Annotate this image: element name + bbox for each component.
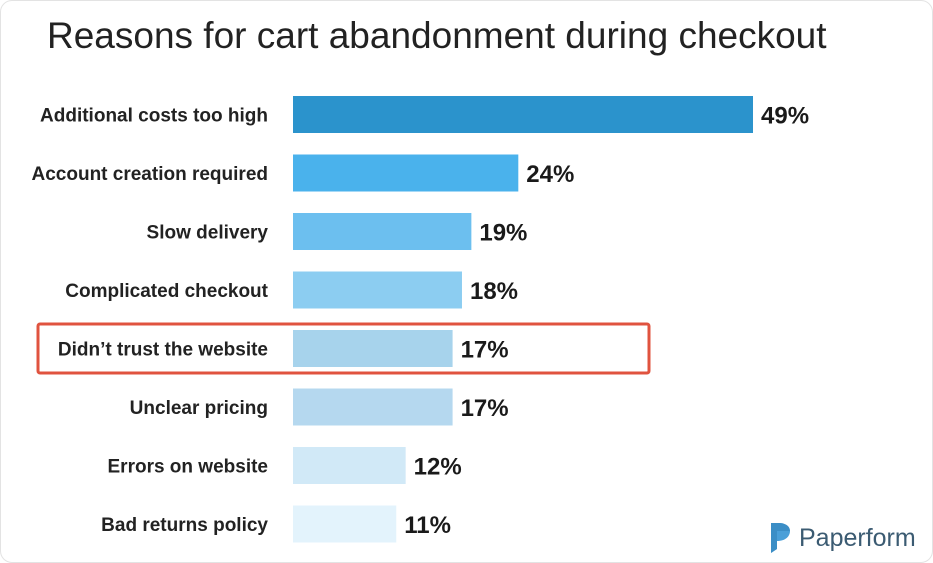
- bar: [293, 330, 453, 367]
- bar: [293, 505, 397, 543]
- category-label: Bad returns policy: [101, 515, 268, 536]
- category-label: Didn’t trust the website: [58, 340, 268, 361]
- bar: [293, 447, 406, 484]
- chart-title: Reasons for cart abandonment during chec…: [47, 15, 827, 56]
- bar: [293, 271, 462, 309]
- bar: [293, 96, 753, 133]
- paperform-logo-icon: [771, 523, 790, 553]
- value-label: 17%: [461, 395, 509, 422]
- value-label: 24%: [526, 161, 574, 188]
- category-label: Complicated checkout: [65, 281, 268, 302]
- value-label: 17%: [461, 337, 509, 364]
- category-label: Unclear pricing: [130, 398, 268, 419]
- bar: [293, 213, 472, 250]
- category-label: Additional costs too high: [40, 106, 268, 127]
- bar: [293, 388, 453, 426]
- value-label: 11%: [404, 512, 451, 539]
- category-label: Errors on website: [108, 457, 269, 478]
- paperform-logo: Paperform: [769, 521, 916, 555]
- value-label: 12%: [414, 454, 462, 481]
- highlight-box: [36, 322, 651, 375]
- category-label: Account creation required: [32, 164, 269, 185]
- value-label: 49%: [761, 103, 809, 130]
- value-label: 18%: [470, 278, 518, 305]
- bars-group: Additional costs too high 49% Account crea…: [32, 96, 809, 543]
- value-label: 19%: [479, 220, 527, 247]
- logo-text: Paperform: [799, 523, 916, 552]
- bar: [293, 154, 519, 192]
- category-label: Slow delivery: [147, 223, 269, 244]
